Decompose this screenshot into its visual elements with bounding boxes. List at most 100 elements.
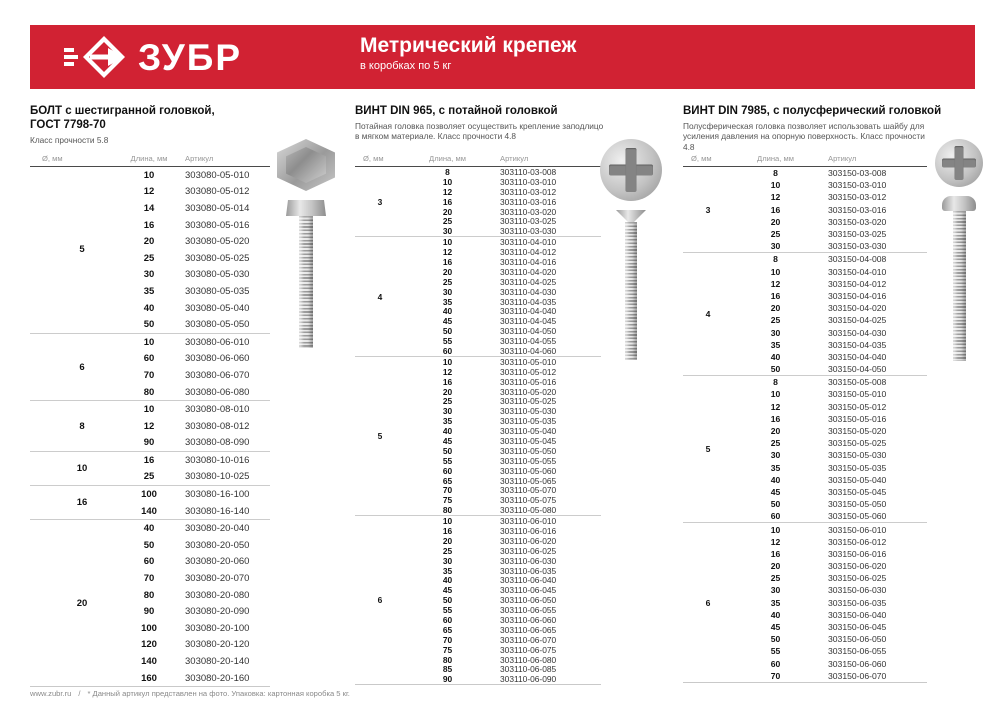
table-description: Полусферическая головка позволяет исполь… bbox=[683, 120, 925, 152]
article-value: 303150-06-030 bbox=[828, 585, 887, 596]
diameter-value: 6 bbox=[377, 595, 383, 606]
table-row: 55 303110-06-055 bbox=[405, 605, 601, 615]
length-value: 10 bbox=[143, 336, 155, 348]
table-row: 16 303150-05-016 bbox=[733, 413, 927, 425]
article-value: 303150-04-025 bbox=[828, 315, 887, 326]
article-value: 303110-03-030 bbox=[500, 226, 557, 237]
table-row: 30 303110-03-030 bbox=[405, 226, 601, 236]
length-value: 55 bbox=[442, 455, 453, 466]
table-row: 160 303080-20-160 bbox=[134, 670, 270, 687]
article-value: 303150-06-025 bbox=[828, 573, 887, 584]
article-value: 303110-04-040 bbox=[500, 306, 557, 317]
col-header-length: Длина, мм bbox=[130, 154, 168, 163]
length-value: 10 bbox=[143, 169, 155, 181]
length-value: 16 bbox=[770, 290, 781, 301]
diameter-group: 20 40 303080-20-040 50 303080-20-050 60 303080… bbox=[30, 519, 270, 686]
table-row: 8 303150-04-008 bbox=[733, 253, 927, 265]
length-value: 85 bbox=[442, 664, 453, 675]
length-value: 25 bbox=[770, 573, 781, 584]
article-value: 303150-05-060 bbox=[828, 511, 887, 522]
zubr-arrow-icon bbox=[64, 36, 125, 78]
table-row: 40 303080-05-040 bbox=[134, 300, 270, 317]
table-row: 12 303150-05-012 bbox=[733, 401, 927, 413]
table-row: 10 303110-06-010 bbox=[405, 516, 601, 526]
diameter-group: 5 8 303150-05-008 10 303150-05-010 12 303150-0… bbox=[683, 375, 927, 522]
table-row: 10 303110-03-010 bbox=[405, 177, 601, 187]
article-value: 303110-04-016 bbox=[500, 256, 557, 267]
length-value: 10 bbox=[442, 176, 453, 187]
col-header-article: Артикул bbox=[828, 154, 857, 163]
length-value: 60 bbox=[770, 511, 781, 522]
article-value: 303110-06-045 bbox=[500, 585, 557, 596]
article-value: 303110-04-030 bbox=[500, 286, 557, 297]
table-row: 25 303080-05-025 bbox=[134, 250, 270, 267]
article-value: 303110-06-030 bbox=[500, 555, 557, 566]
table-row: 120 303080-20-120 bbox=[134, 637, 270, 654]
article-value: 303150-03-016 bbox=[828, 204, 887, 215]
article-value: 303080-10-025 bbox=[185, 471, 250, 483]
article-value: 303080-05-014 bbox=[185, 202, 250, 214]
article-value: 303080-06-080 bbox=[185, 386, 250, 398]
diameter-value: 3 bbox=[377, 196, 383, 207]
article-value: 303150-06-035 bbox=[828, 597, 887, 608]
table-row: 20 303150-05-020 bbox=[733, 425, 927, 437]
article-value: 303110-05-010 bbox=[500, 356, 557, 367]
article-value: 303110-04-035 bbox=[500, 296, 557, 307]
article-value: 303080-10-016 bbox=[185, 454, 250, 466]
length-value: 50 bbox=[770, 499, 781, 510]
table-header-row: Ø, мм Длина, мм Артикул bbox=[30, 151, 270, 167]
length-value: 65 bbox=[442, 475, 453, 486]
article-value: 303150-05-035 bbox=[828, 462, 887, 473]
group-rows: 10 303150-06-010 12 303150-06-012 16 303150-0… bbox=[733, 523, 927, 681]
table-row: 16 303150-03-016 bbox=[733, 204, 927, 216]
length-value: 30 bbox=[770, 327, 781, 338]
article-value: 303080-16-140 bbox=[185, 505, 250, 517]
length-value: 60 bbox=[442, 345, 453, 356]
length-value: 12 bbox=[143, 420, 155, 432]
article-value: 303110-05-070 bbox=[500, 485, 557, 496]
table-title-line2: ГОСТ 7798-70 bbox=[30, 118, 106, 131]
group-rows: 10 303080-06-010 60 303080-06-060 70 303080-0… bbox=[134, 334, 270, 400]
length-value: 40 bbox=[143, 302, 155, 314]
diameter-group: 6 10 303080-06-010 60 303080-06-060 70 303080-… bbox=[30, 332, 270, 400]
article-value: 303150-03-012 bbox=[828, 192, 887, 203]
length-value: 10 bbox=[442, 356, 453, 367]
table-row: 16 303080-05-016 bbox=[134, 217, 270, 234]
article-value: 303110-05-035 bbox=[500, 416, 557, 427]
table-row: 20 303110-05-020 bbox=[405, 387, 601, 397]
hex-bolt-photo bbox=[286, 200, 326, 348]
article-value: 303080-05-035 bbox=[185, 285, 250, 297]
length-value: 40 bbox=[143, 523, 155, 535]
article-value: 303080-06-070 bbox=[185, 369, 250, 381]
length-value: 45 bbox=[770, 622, 781, 633]
length-value: 25 bbox=[442, 396, 453, 407]
length-value: 30 bbox=[143, 269, 155, 281]
article-value: 303110-06-050 bbox=[500, 595, 557, 606]
article-value: 303150-06-070 bbox=[828, 670, 887, 681]
article-value: 303110-05-065 bbox=[500, 475, 557, 486]
table-row: 16 303110-05-016 bbox=[405, 377, 601, 387]
catalog-section-screw-din-7985: ВИНТ DIN 7985, с полусферический головко… bbox=[683, 105, 995, 683]
group-rows: 8 303150-04-008 10 303150-04-010 12 303150-04… bbox=[733, 253, 927, 375]
length-value: 16 bbox=[143, 454, 155, 466]
length-value: 30 bbox=[442, 226, 453, 237]
group-rows: 16 303080-10-016 25 303080-10-025 bbox=[134, 452, 270, 485]
table-row: 30 303150-06-030 bbox=[733, 584, 927, 596]
table-row: 10 303110-04-010 bbox=[405, 237, 601, 247]
length-value: 25 bbox=[770, 229, 781, 240]
table-row: 25 303110-06-025 bbox=[405, 546, 601, 556]
table-row: 60 303150-06-060 bbox=[733, 658, 927, 670]
article-value: 303150-06-016 bbox=[828, 548, 887, 559]
table-row: 45 303110-05-045 bbox=[405, 436, 601, 446]
length-value: 50 bbox=[442, 445, 453, 456]
length-value: 20 bbox=[442, 266, 453, 277]
table-row: 50 303110-05-050 bbox=[405, 446, 601, 456]
table-row: 30 303110-04-030 bbox=[405, 287, 601, 297]
table-row: 25 303080-10-025 bbox=[134, 469, 270, 486]
length-value: 55 bbox=[770, 646, 781, 657]
table-row: 60 303110-05-060 bbox=[405, 466, 601, 476]
article-value: 303110-06-035 bbox=[500, 565, 557, 576]
table-title: ВИНТ DIN 7985, с полусферический головко… bbox=[683, 105, 942, 117]
article-value: 303150-03-008 bbox=[828, 168, 887, 179]
table-row: 12 303080-05-012 bbox=[134, 184, 270, 201]
